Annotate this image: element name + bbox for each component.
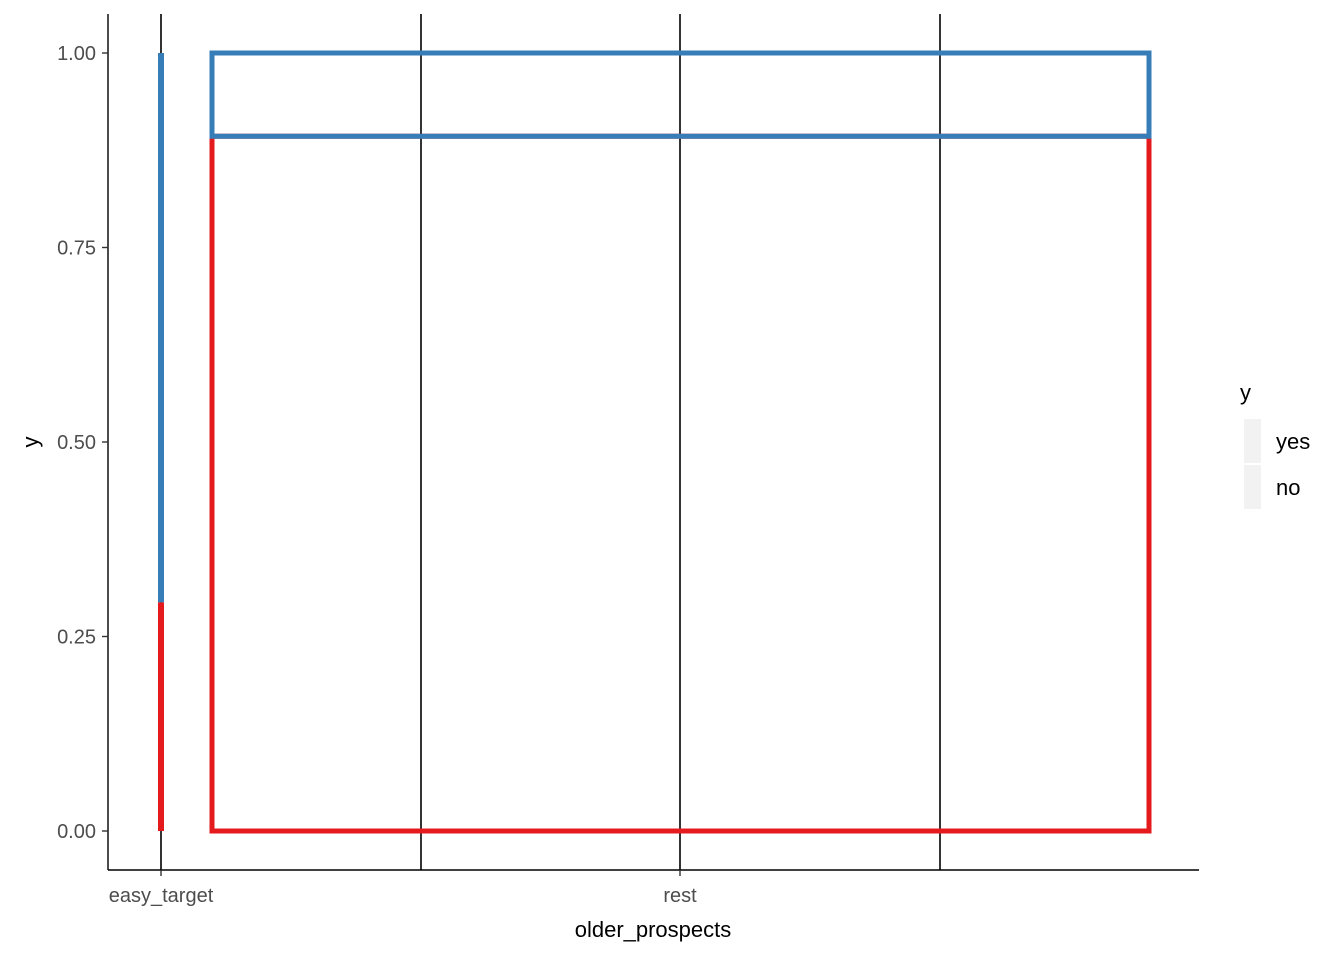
- tile-yes-rest: [209, 50, 1152, 139]
- legend-key-yes: [1244, 419, 1261, 463]
- y-tick-label: 0.75: [57, 238, 96, 260]
- legend-label-no: no: [1276, 475, 1300, 500]
- legend-title: y: [1240, 380, 1251, 405]
- y-tick-label: 0.25: [57, 627, 96, 649]
- x-axis-title: older_prospects: [575, 917, 732, 942]
- x-tick-label: rest: [663, 885, 697, 907]
- reference-lines: [160, 14, 941, 870]
- y-tick-label: 0.50: [57, 432, 96, 454]
- y-tick-label: 0.00: [57, 821, 96, 843]
- legend-label-yes: yes: [1276, 429, 1310, 454]
- y-axis-title: y: [18, 437, 43, 448]
- legend: y yes no: [1240, 380, 1310, 509]
- x-axis-ticks: easy_target rest: [109, 870, 697, 907]
- x-tick-label: easy_target: [109, 885, 214, 907]
- legend-key-no: [1244, 465, 1261, 509]
- mosaic-tiles: [158, 50, 1152, 834]
- y-axis-ticks: 0.00 0.25 0.50 0.75 1.00: [57, 43, 108, 843]
- y-tick-label: 1.00: [57, 43, 96, 65]
